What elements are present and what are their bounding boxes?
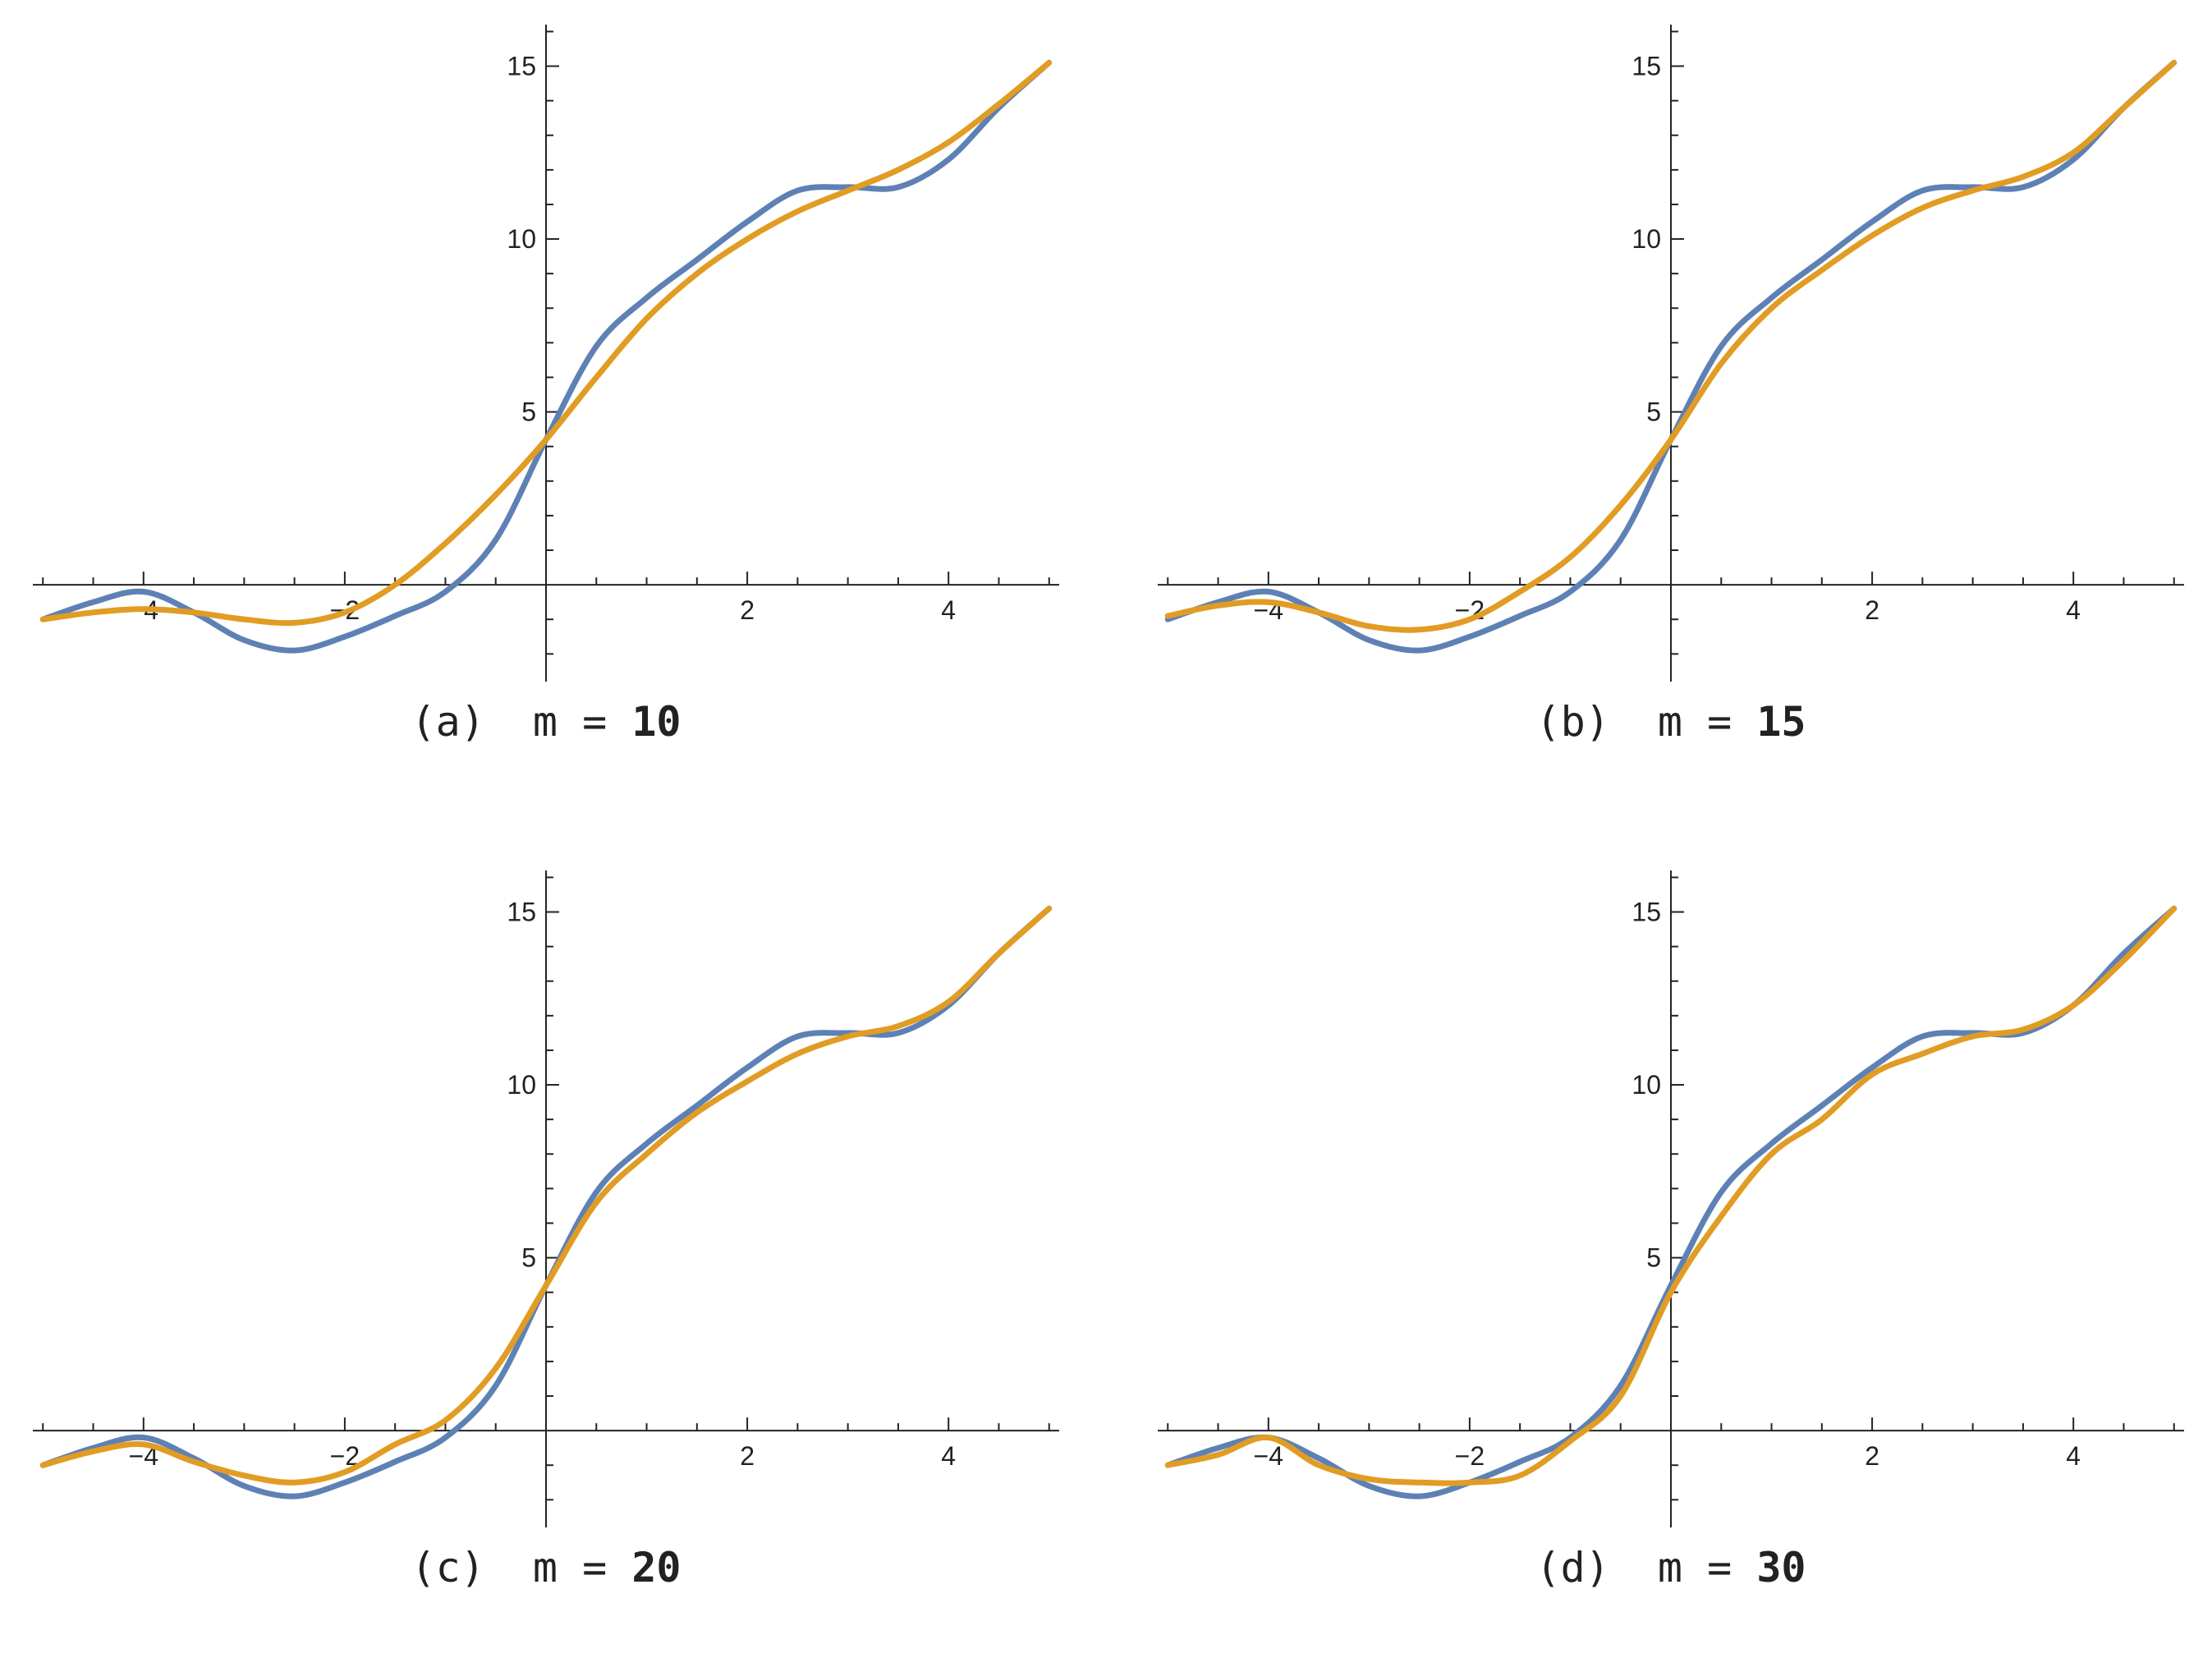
caption-m-value: 30: [1756, 1544, 1806, 1591]
x-tick-label: 2: [1865, 595, 1879, 625]
series-line-approx: [1164, 905, 2178, 1486]
caption-m-value: 15: [1756, 698, 1806, 746]
panel-a: −4 −2 2 4 5 10 15 (a) m = 10: [33, 25, 1059, 747]
series-line-approx: [39, 59, 1053, 627]
x-tick-label: 4: [941, 1441, 956, 1471]
caption-m-text: m =: [1657, 698, 1732, 746]
caption-m-text: m =: [1657, 1544, 1732, 1591]
caption-d: (d) m = 30: [1158, 1544, 2184, 1591]
caption-label: (b): [1535, 698, 1610, 746]
series-line-approx: [1164, 59, 2178, 633]
panel-b: −4 −2 2 4 5 10 15 (b) m = 15: [1158, 25, 2184, 747]
y-tick-label: 10: [1631, 1070, 1661, 1100]
x-tick-label: 2: [740, 595, 755, 625]
x-tick-label: 4: [941, 595, 956, 625]
caption-m-text: m =: [532, 698, 608, 746]
y-tick-label: 15: [507, 898, 536, 927]
x-tick-label: 4: [2066, 595, 2081, 625]
x-tick-label: −4: [1254, 1441, 1283, 1471]
y-tick-label: 5: [1646, 397, 1661, 427]
y-tick-label: 15: [507, 52, 536, 81]
x-tick-label: −2: [1455, 1441, 1485, 1471]
series-line-approx: [39, 905, 1053, 1486]
y-tick-label: 5: [1646, 1243, 1661, 1273]
y-tick-label: 10: [507, 1070, 536, 1100]
caption-m-text: m =: [532, 1544, 608, 1591]
panel-d: −4 −2 2 4 5 10 15 (d) m = 30: [1158, 870, 2184, 1593]
plot-d: −4 −2 2 4 5 10 15: [1158, 870, 2184, 1527]
y-tick-label: 15: [1631, 898, 1661, 927]
caption-m-value: 20: [631, 1544, 681, 1591]
caption-b: (b) m = 15: [1158, 698, 2184, 746]
y-tick-label: 10: [1631, 224, 1661, 254]
caption-a: (a) m = 10: [33, 698, 1059, 746]
x-tick-label: 4: [2066, 1441, 2081, 1471]
caption-label: (d): [1535, 1544, 1610, 1591]
x-tick-label: 2: [1865, 1441, 1879, 1471]
caption-m-value: 10: [631, 698, 681, 746]
x-tick-label: 2: [740, 1441, 755, 1471]
y-tick-label: 15: [1631, 52, 1661, 81]
y-tick-label: 10: [507, 224, 536, 254]
caption-label: (a): [411, 698, 485, 746]
panel-c: −4 −2 2 4 5 10 15 (c) m = 20: [33, 870, 1059, 1593]
y-tick-label: 5: [521, 397, 536, 427]
caption-c: (c) m = 20: [33, 1544, 1059, 1591]
caption-label: (c): [411, 1544, 485, 1591]
y-tick-label: 5: [521, 1243, 536, 1273]
